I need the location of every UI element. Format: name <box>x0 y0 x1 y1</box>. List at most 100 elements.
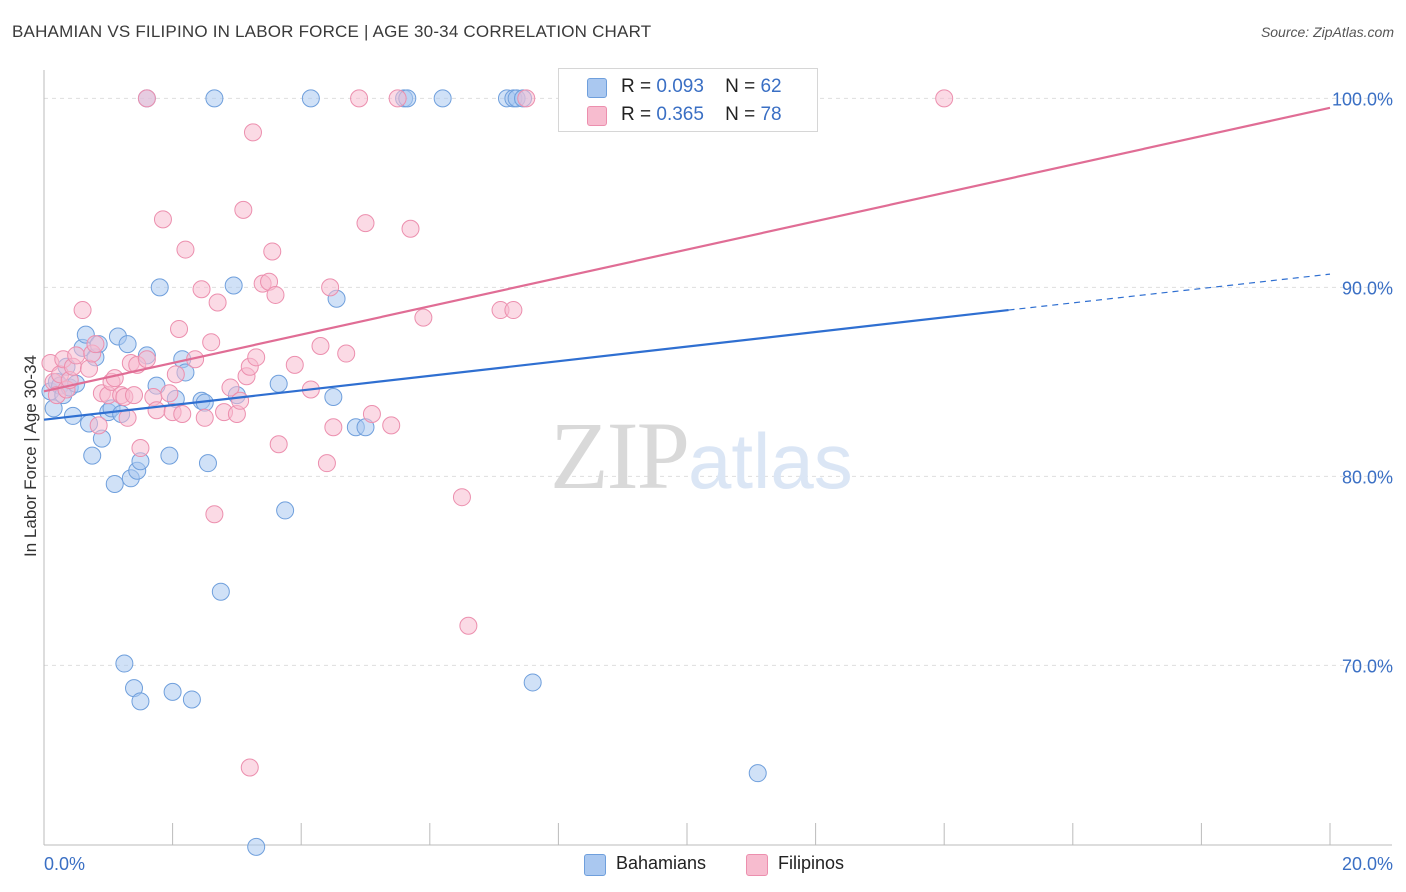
point-filipinos <box>935 89 954 108</box>
trend-line-bahamians-extension <box>1008 273 1331 311</box>
legend-text: R = 0.093 N = 62 <box>621 76 782 98</box>
point-filipinos <box>166 365 185 384</box>
n-label: N = <box>725 76 756 97</box>
watermark-atlas: atlas <box>688 417 853 505</box>
point-filipinos <box>86 335 105 354</box>
n-label: N = <box>725 104 756 125</box>
point-filipinos <box>517 89 536 108</box>
x-tick-label: 0.0% <box>44 854 85 874</box>
r-value: 0.093 <box>656 76 704 97</box>
point-filipinos <box>205 505 224 524</box>
point-filipinos <box>459 616 478 635</box>
legend-text: R = 0.365 N = 78 <box>621 104 782 126</box>
point-filipinos <box>401 219 420 238</box>
chart-title: BAHAMIAN VS FILIPINO IN LABOR FORCE | AG… <box>12 22 652 41</box>
point-filipinos <box>153 210 172 229</box>
point-filipinos <box>247 348 266 367</box>
point-filipinos <box>208 293 227 312</box>
bottom-legend-label: Bahamians <box>616 853 707 873</box>
trend-line-bahamians <box>43 308 1009 421</box>
legend-row-bahamians: R = 0.093 N = 62 <box>559 73 817 101</box>
bottom-legend-swatch-filipinos <box>746 854 768 876</box>
point-bahamians <box>115 654 134 673</box>
x-tick-labels: 0.0% 20.0% <box>44 854 1393 874</box>
point-filipinos <box>240 758 259 777</box>
point-filipinos <box>234 200 253 219</box>
point-filipinos <box>350 89 369 108</box>
r-label: R = <box>621 104 652 125</box>
point-filipinos <box>382 416 401 435</box>
point-filipinos <box>67 346 86 365</box>
y-tick-label: 90.0% <box>1342 278 1393 298</box>
point-bahamians <box>301 89 320 108</box>
point-filipinos <box>324 418 343 437</box>
point-bahamians <box>247 837 266 856</box>
point-filipinos <box>192 280 211 299</box>
point-bahamians <box>163 682 182 701</box>
point-filipinos <box>202 333 221 352</box>
watermark-zip: ZIP <box>550 402 690 509</box>
point-bahamians <box>160 446 179 465</box>
x-tick-label: 20.0% <box>1342 854 1393 874</box>
point-filipinos <box>356 214 375 233</box>
point-filipinos <box>176 240 195 259</box>
point-filipinos <box>173 405 192 424</box>
point-filipinos <box>388 89 407 108</box>
point-filipinos <box>80 359 99 378</box>
r-value: 0.365 <box>656 104 704 125</box>
point-bahamians <box>523 673 542 692</box>
point-filipinos <box>137 350 156 369</box>
point-filipinos <box>243 123 262 142</box>
point-filipinos <box>317 454 336 473</box>
point-filipinos <box>285 355 304 374</box>
point-filipinos <box>231 391 250 410</box>
point-filipinos <box>414 308 433 327</box>
trend-line-filipinos <box>43 106 1331 393</box>
point-bahamians <box>324 388 343 407</box>
y-tick-label: 100.0% <box>1332 89 1393 109</box>
trend-lines <box>43 106 1331 421</box>
n-value: 62 <box>760 76 782 97</box>
point-filipinos <box>337 344 356 363</box>
point-bahamians <box>131 692 150 711</box>
point-bahamians <box>105 474 124 493</box>
point-filipinos <box>195 408 214 427</box>
bottom-legend-swatch-bahamians <box>584 854 606 876</box>
point-filipinos <box>125 386 144 405</box>
point-filipinos <box>452 488 471 507</box>
point-filipinos <box>170 319 189 338</box>
point-filipinos <box>269 435 288 454</box>
point-bahamians <box>748 764 767 783</box>
point-filipinos <box>73 301 92 320</box>
point-bahamians <box>118 335 137 354</box>
point-filipinos <box>504 301 523 320</box>
data-points <box>41 89 954 856</box>
point-filipinos <box>311 336 330 355</box>
bottom-legend-label: Filipinos <box>778 853 845 873</box>
point-filipinos <box>147 401 166 420</box>
point-filipinos <box>137 89 156 108</box>
n-value: 78 <box>760 104 782 125</box>
legend-swatch-filipinos <box>587 106 607 126</box>
legend-swatch-bahamians <box>587 78 607 98</box>
point-bahamians <box>211 582 230 601</box>
point-bahamians <box>276 501 295 520</box>
y-tick-label: 70.0% <box>1342 656 1393 676</box>
y-tick-labels: 70.0% 80.0% 90.0% 100.0% <box>1332 89 1393 676</box>
point-bahamians <box>182 690 201 709</box>
point-filipinos <box>263 242 282 261</box>
point-filipinos <box>89 416 108 435</box>
stats-legend: R = 0.093 N = 62 R = 0.365 N = 78 <box>558 68 818 132</box>
point-filipinos <box>321 278 340 297</box>
point-bahamians <box>205 89 224 108</box>
point-bahamians <box>433 89 452 108</box>
r-label: R = <box>621 76 652 97</box>
point-filipinos <box>266 285 285 304</box>
point-filipinos <box>160 384 179 403</box>
point-bahamians <box>150 278 169 297</box>
point-filipinos <box>131 439 150 458</box>
point-bahamians <box>83 446 102 465</box>
point-filipinos <box>221 378 240 397</box>
point-bahamians <box>269 374 288 393</box>
